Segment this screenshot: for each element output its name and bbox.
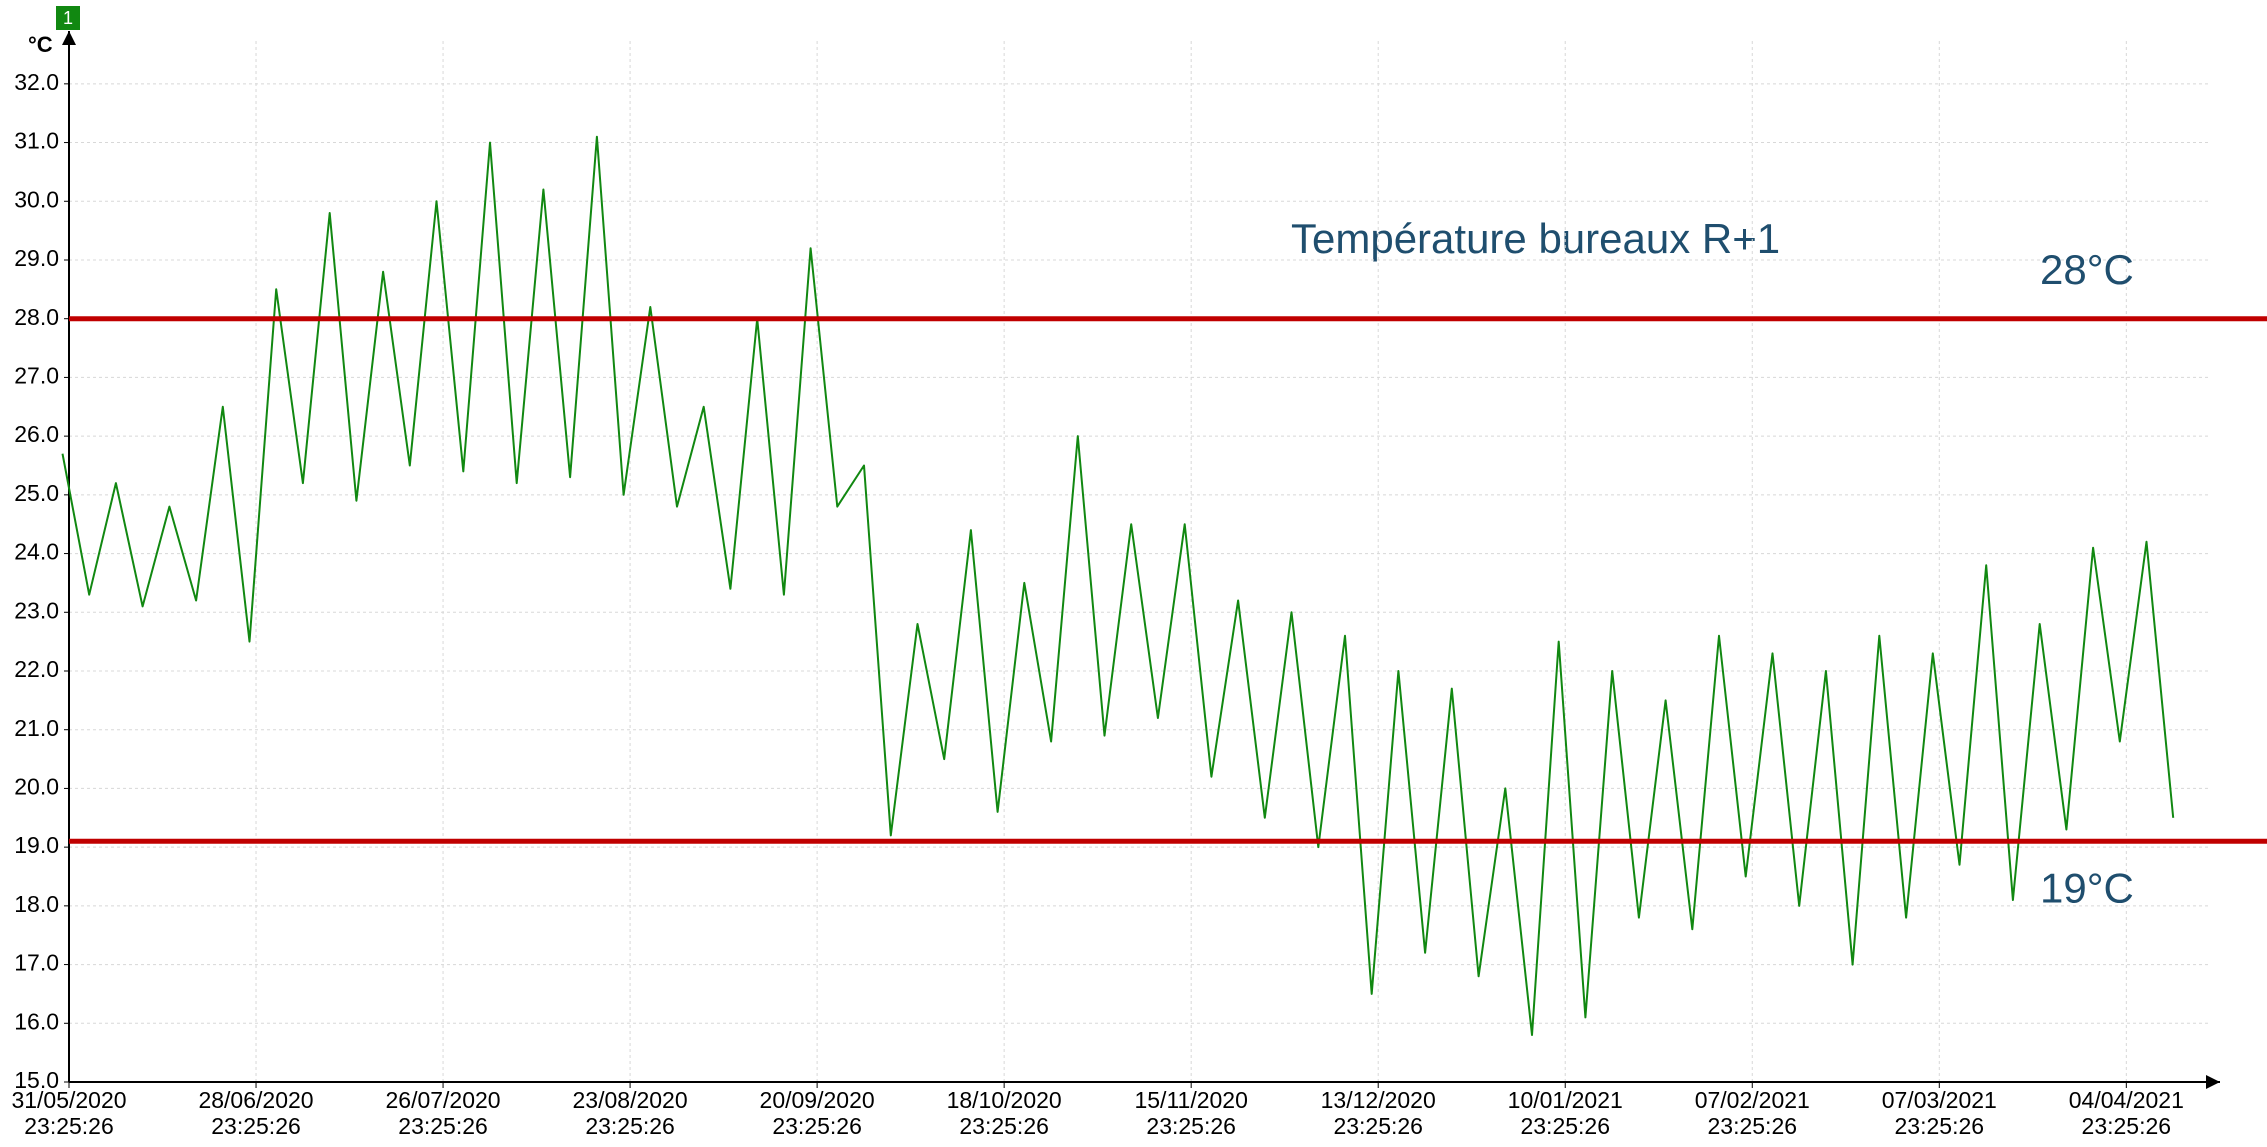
y-tick-label: 31.0 <box>14 128 59 154</box>
y-tick-label: 28.0 <box>14 304 59 330</box>
x-tick-label: 07/03/2021 23:25:26 <box>1882 1087 1997 1139</box>
reference-label: 28°C <box>2040 246 2134 293</box>
grid <box>69 41 2208 1082</box>
y-tick-label: 18.0 <box>14 891 59 917</box>
x-tick-label: 10/01/2021 23:25:26 <box>1508 1087 1623 1139</box>
x-tick-label: 20/09/2020 23:25:26 <box>760 1087 875 1139</box>
x-tick-label: 18/10/2020 23:25:26 <box>947 1087 1062 1139</box>
x-tick-label: 26/07/2020 23:25:26 <box>385 1087 500 1139</box>
y-tick-label: 25.0 <box>14 480 59 506</box>
y-tick-label: 30.0 <box>14 186 59 212</box>
x-tick-label: 23/08/2020 23:25:26 <box>573 1087 688 1139</box>
reference-label: 19°C <box>2040 864 2134 911</box>
y-tick-label: 22.0 <box>14 656 59 682</box>
y-tick-label: 29.0 <box>14 245 59 271</box>
x-tick-label: 28/06/2020 23:25:26 <box>198 1087 313 1139</box>
y-tick-label: 19.0 <box>14 832 59 858</box>
x-tick-label: 13/12/2020 23:25:26 <box>1321 1087 1436 1139</box>
x-axis-arrow <box>2206 1075 2220 1089</box>
data-line <box>61 135 2175 1036</box>
y-tick-label: 24.0 <box>14 539 59 565</box>
x-tick-label: 15/11/2020 23:25:26 <box>1134 1087 1247 1139</box>
y-axis-arrow <box>62 31 76 45</box>
x-tick-label: 07/02/2021 23:25:26 <box>1695 1087 1810 1139</box>
y-tick-label: 27.0 <box>14 362 59 388</box>
y-tick-label: 16.0 <box>14 1008 59 1034</box>
y-tick-label: 15.0 <box>14 1067 59 1093</box>
series-badge: 1 <box>63 8 73 28</box>
y-tick-label: 23.0 <box>14 597 59 623</box>
x-tick-label: 04/04/2021 23:25:26 <box>2069 1087 2184 1139</box>
series-badge-box <box>56 6 80 30</box>
x-tick-label: 31/05/2020 23:25:26 <box>11 1087 126 1139</box>
y-axis-label: °C <box>28 32 53 57</box>
chart-title: Température bureaux R+1 <box>1291 215 1780 262</box>
y-tick-label: 32.0 <box>14 69 59 95</box>
y-tick-label: 17.0 <box>14 950 59 976</box>
y-tick-label: 21.0 <box>14 715 59 741</box>
y-tick-label: 20.0 <box>14 774 59 800</box>
y-tick-label: 26.0 <box>14 421 59 447</box>
